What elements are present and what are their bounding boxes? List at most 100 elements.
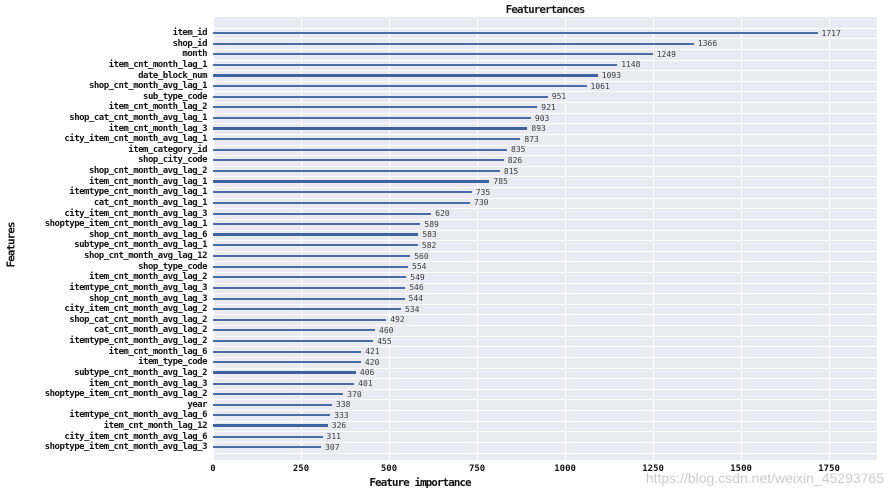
importance-bar bbox=[213, 446, 322, 449]
horizontal-gridline bbox=[213, 346, 877, 348]
horizontal-gridline bbox=[213, 91, 877, 93]
y-tick-label: shop_cnt_month_avg_lag_12 bbox=[84, 251, 207, 261]
bar-value-label: 534 bbox=[405, 304, 420, 314]
chart-title: Featurertances bbox=[505, 3, 586, 16]
importance-bar bbox=[213, 117, 531, 119]
bar-value-label: 1093 bbox=[601, 71, 622, 80]
horizontal-gridline bbox=[213, 282, 877, 284]
y-tick-label: shop_cat_cnt_month_avg_lag_2 bbox=[69, 314, 207, 325]
y-tick-label: item_type_code bbox=[138, 357, 207, 368]
y-tick-label: item_cnt_month_lag_3 bbox=[108, 123, 208, 134]
bar-value-label: 549 bbox=[410, 272, 425, 282]
x-tick-label: 250 bbox=[292, 464, 310, 474]
y-tick-label: item_cnt_month_avg_lag_1 bbox=[88, 176, 208, 187]
importance-bar bbox=[213, 371, 356, 375]
y-tick-label: itemtype_cnt_month_avg_lag_6 bbox=[69, 410, 207, 421]
y-tick-label: shoptype_item_cnt_month_avg_lag_2 bbox=[44, 389, 208, 400]
bar-value-label: 873 bbox=[524, 134, 539, 144]
importance-bar bbox=[213, 297, 405, 300]
bar-value-label: 735 bbox=[475, 187, 491, 197]
importance-bar bbox=[213, 308, 401, 311]
horizontal-gridline bbox=[213, 102, 877, 103]
x-tick-label: 750 bbox=[468, 464, 486, 474]
x-axis-label: Feature importance bbox=[369, 476, 471, 489]
bar-value-label: 338 bbox=[336, 400, 351, 410]
horizontal-gridline bbox=[213, 240, 877, 242]
importance-bar bbox=[213, 329, 375, 332]
horizontal-gridline bbox=[213, 38, 877, 40]
importance-bar bbox=[213, 170, 500, 173]
horizontal-gridline bbox=[213, 452, 877, 454]
y-tick-label: city_item_cnt_month_avg_lag_2 bbox=[64, 304, 207, 315]
watermark-text: https://blog.csdn.net/weixin_45293765 bbox=[645, 470, 884, 486]
importance-bar bbox=[213, 403, 332, 406]
horizontal-gridline bbox=[213, 378, 877, 380]
importance-bar bbox=[213, 180, 490, 184]
horizontal-gridline bbox=[213, 356, 877, 358]
importance-bar bbox=[213, 340, 374, 342]
x-tick-label: 500 bbox=[380, 464, 398, 474]
importance-bar bbox=[213, 63, 618, 66]
horizontal-gridline bbox=[213, 27, 877, 29]
importance-bar bbox=[213, 244, 418, 247]
horizontal-gridline bbox=[213, 410, 877, 411]
importance-bar bbox=[213, 435, 323, 438]
bar-value-label: 546 bbox=[409, 283, 424, 293]
bar-value-label: 492 bbox=[390, 315, 405, 325]
bar-value-label: 560 bbox=[414, 251, 429, 261]
bar-value-label: 835 bbox=[511, 145, 526, 155]
bar-value-label: 1148 bbox=[621, 60, 641, 70]
y-tick-label: item_category_id bbox=[128, 144, 207, 155]
horizontal-gridline bbox=[213, 441, 877, 443]
bar-value-label: 307 bbox=[325, 442, 340, 452]
importance-bar bbox=[213, 212, 432, 215]
horizontal-gridline bbox=[213, 80, 877, 82]
vertical-gridline bbox=[477, 17, 479, 460]
horizontal-gridline bbox=[213, 314, 877, 316]
vertical-gridline bbox=[741, 17, 743, 460]
y-tick-label: shoptype_item_cnt_month_avg_lag_1 bbox=[44, 219, 208, 230]
bar-value-label: 951 bbox=[551, 92, 567, 102]
importance-bar bbox=[213, 106, 538, 109]
vertical-gridline bbox=[301, 17, 302, 460]
y-tick-label: month bbox=[182, 49, 207, 60]
bar-value-label: 1366 bbox=[697, 39, 718, 49]
bar-value-label: 1249 bbox=[656, 49, 676, 59]
bar-value-label: 333 bbox=[334, 410, 349, 420]
y-tick-label: city_item_cnt_month_avg_lag_3 bbox=[64, 208, 207, 219]
y-tick-label: shop_city_code bbox=[138, 155, 207, 166]
y-tick-label: year bbox=[187, 399, 207, 410]
y-tick-label: shop_cnt_month_avg_lag_1 bbox=[88, 81, 208, 92]
x-tick-label: 1000 bbox=[554, 464, 576, 474]
horizontal-gridline bbox=[213, 197, 877, 199]
horizontal-gridline bbox=[213, 335, 877, 337]
bar-value-label: 1717 bbox=[821, 28, 841, 38]
importance-bar bbox=[213, 265, 408, 268]
importance-bar bbox=[213, 350, 362, 353]
bar-value-label: 406 bbox=[359, 368, 375, 378]
importance-bar bbox=[213, 42, 694, 45]
y-tick-label: cat_cnt_month_avg_lag_1 bbox=[93, 197, 208, 208]
horizontal-gridline bbox=[213, 367, 877, 369]
horizontal-gridline bbox=[213, 155, 877, 157]
horizontal-gridline bbox=[213, 48, 877, 50]
vertical-gridline bbox=[653, 17, 655, 460]
importance-bar bbox=[213, 276, 407, 279]
x-tick-label: 1250 bbox=[642, 464, 664, 474]
bar-value-label: 311 bbox=[326, 432, 341, 442]
y-tick-label: city_item_cnt_month_avg_lag_1 bbox=[64, 134, 207, 145]
horizontal-gridline bbox=[213, 70, 877, 72]
bar-value-label: 460 bbox=[379, 325, 394, 335]
horizontal-gridline bbox=[213, 271, 877, 273]
horizontal-gridline bbox=[213, 208, 877, 210]
bar-value-label: 554 bbox=[412, 262, 427, 272]
y-tick-label: shop_cnt_month_avg_lag_6 bbox=[88, 229, 208, 240]
bar-value-label: 583 bbox=[422, 230, 437, 240]
importance-bar bbox=[213, 393, 344, 396]
y-tick-label: item_cnt_month_lag_6 bbox=[108, 346, 208, 357]
horizontal-gridline bbox=[213, 399, 877, 401]
horizontal-gridline bbox=[213, 261, 877, 263]
importance-bar bbox=[213, 95, 548, 98]
importance-bar bbox=[213, 318, 387, 321]
